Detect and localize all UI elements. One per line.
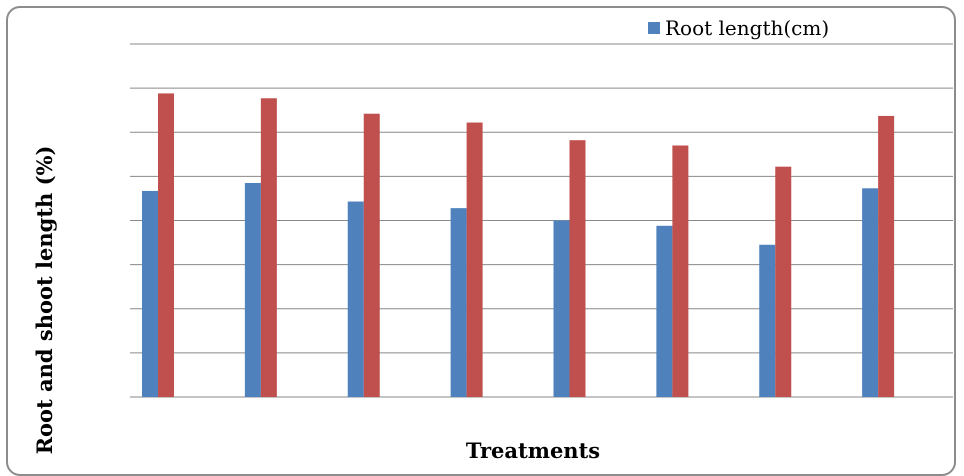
bar-series2-3 xyxy=(363,113,380,397)
bar-series1-8 xyxy=(862,188,879,397)
bar-series2-2 xyxy=(260,98,277,398)
x-axis-title: Treatments xyxy=(466,438,600,463)
y-axis-title: Root and shoot length (%) xyxy=(32,146,57,455)
bar-series1-7 xyxy=(759,244,776,397)
bar-series1-6 xyxy=(656,225,673,397)
bars xyxy=(142,93,895,398)
bar-series2-8 xyxy=(878,115,895,397)
bar-series2-4 xyxy=(466,122,483,397)
bar-series2-7 xyxy=(775,166,792,397)
bar-series2-5 xyxy=(569,140,586,397)
bar-series2-1 xyxy=(158,93,174,398)
bar-series1-3 xyxy=(347,201,364,397)
bar-series1-4 xyxy=(450,208,467,397)
bar-series1-1 xyxy=(142,190,158,397)
bar-series1-2 xyxy=(244,182,261,397)
legend-swatch-root-length xyxy=(648,22,660,34)
legend: Root length(cm) xyxy=(648,16,829,40)
legend-label-root-length: Root length(cm) xyxy=(665,16,829,40)
bar-series2-6 xyxy=(672,145,689,397)
bar-series1-5 xyxy=(553,220,570,397)
